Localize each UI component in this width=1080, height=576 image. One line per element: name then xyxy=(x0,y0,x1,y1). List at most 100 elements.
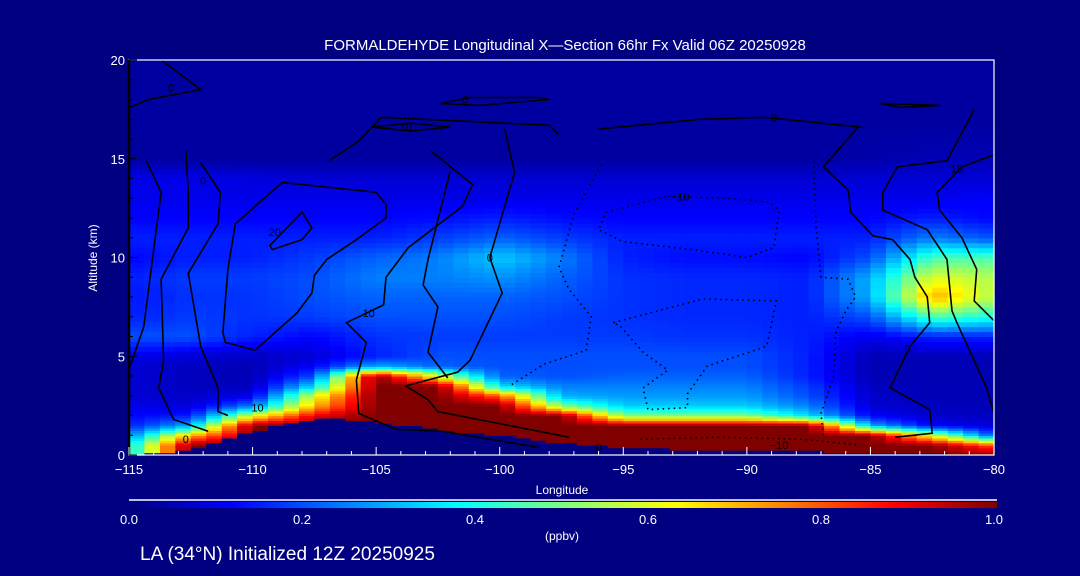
heatmap-cell xyxy=(746,366,763,370)
heatmap-cell xyxy=(329,415,346,419)
heatmap-cell xyxy=(932,168,949,175)
heatmap-cell xyxy=(963,311,980,318)
heatmap-cell xyxy=(314,60,331,76)
heatmap-cell xyxy=(685,427,702,431)
heatmap-cell xyxy=(268,232,284,239)
heatmap-cell xyxy=(268,139,284,150)
heatmap-cell xyxy=(592,351,609,357)
heatmap-cell xyxy=(515,415,532,419)
heatmap-cell xyxy=(144,60,161,76)
heatmap-cell xyxy=(963,242,980,249)
heatmap-cell xyxy=(978,422,995,426)
heatmap-cell xyxy=(561,213,578,219)
heatmap-cell xyxy=(654,427,671,431)
heatmap-cell xyxy=(855,430,871,434)
heatmap-cell xyxy=(623,366,640,370)
heatmap-cell xyxy=(855,351,871,357)
heatmap-cell xyxy=(808,173,825,180)
heatmap-cell xyxy=(190,410,207,414)
heatmap-cell xyxy=(391,178,408,184)
heatmap-cell xyxy=(252,413,269,417)
heatmap-cell xyxy=(407,277,423,283)
heatmap-cell xyxy=(839,163,856,170)
heatmap-cell xyxy=(777,173,794,180)
heatmap-cell xyxy=(468,277,485,283)
heatmap-cell xyxy=(298,321,315,328)
heatmap-cell xyxy=(298,368,315,372)
heatmap-cell xyxy=(129,351,145,357)
heatmap-cell xyxy=(762,292,779,298)
heatmap-cell xyxy=(561,341,578,347)
heatmap-cell xyxy=(963,380,980,384)
heatmap-cell xyxy=(607,163,624,170)
heatmap-cell xyxy=(654,262,671,268)
heatmap-cell xyxy=(746,213,763,219)
heatmap-cell xyxy=(376,432,393,436)
heatmap-cell xyxy=(252,400,269,404)
heatmap-cell xyxy=(700,356,717,360)
heatmap-cell xyxy=(422,393,439,397)
heatmap-cell xyxy=(360,60,377,76)
heatmap-cell xyxy=(515,380,532,384)
heatmap-cell xyxy=(329,336,346,342)
heatmap-cell xyxy=(298,203,315,209)
heatmap-cell xyxy=(159,257,176,263)
heatmap-cell xyxy=(453,408,470,412)
heatmap-cell xyxy=(453,376,470,380)
heatmap-cell xyxy=(623,301,640,308)
heatmap-cell xyxy=(746,292,763,298)
heatmap-cell xyxy=(963,447,980,451)
heatmap-cell xyxy=(407,400,423,404)
heatmap-cell xyxy=(190,218,207,224)
heatmap-cell xyxy=(762,301,779,308)
heatmap-cell xyxy=(206,422,223,426)
heatmap-cell xyxy=(824,410,841,414)
heatmap-cell xyxy=(422,262,439,268)
heatmap-cell xyxy=(762,104,779,120)
heatmap-cell xyxy=(607,413,624,417)
heatmap-cell xyxy=(947,321,964,328)
heatmap-cell xyxy=(329,442,346,446)
heatmap-cell xyxy=(762,227,779,234)
heatmap-cell xyxy=(175,400,192,404)
heatmap-cell xyxy=(376,168,393,175)
heatmap-cell xyxy=(314,383,331,387)
heatmap-cell xyxy=(129,442,145,446)
heatmap-cell xyxy=(978,366,995,370)
heatmap-cell xyxy=(360,242,377,249)
heatmap-cell xyxy=(237,442,254,446)
heatmap-cell xyxy=(175,413,192,417)
heatmap-cell xyxy=(592,390,609,394)
heatmap-cell xyxy=(298,306,315,313)
heatmap-cell xyxy=(391,252,408,259)
heatmap-cell xyxy=(221,432,238,436)
heatmap-cell xyxy=(716,410,732,414)
heatmap-cell xyxy=(376,452,393,456)
heatmap-cell xyxy=(329,208,346,214)
heatmap-cell xyxy=(283,173,300,180)
heatmap-cell xyxy=(190,437,207,441)
heatmap-cell xyxy=(252,148,269,160)
heatmap-cell xyxy=(777,415,794,419)
heatmap-cell xyxy=(422,440,439,444)
heatmap-cell xyxy=(468,208,485,214)
heatmap-cell xyxy=(159,403,176,407)
heatmap-cell xyxy=(546,301,563,308)
heatmap-cell xyxy=(824,447,841,451)
heatmap-cell xyxy=(561,410,578,414)
heatmap-cell xyxy=(360,292,377,298)
heatmap-cell xyxy=(731,178,748,184)
heatmap-cell xyxy=(916,450,933,454)
heatmap-cell xyxy=(824,358,841,362)
heatmap-cell xyxy=(252,237,269,244)
heatmap-cell xyxy=(623,267,640,273)
heatmap-cell xyxy=(422,408,439,412)
heatmap-cell xyxy=(468,351,485,357)
heatmap-cell xyxy=(978,432,995,436)
heatmap-cell xyxy=(360,405,377,409)
heatmap-cell xyxy=(901,361,918,365)
heatmap-cell xyxy=(731,351,748,357)
heatmap-cell xyxy=(190,148,207,160)
heatmap-cell xyxy=(885,432,902,436)
heatmap-cell xyxy=(685,351,702,357)
